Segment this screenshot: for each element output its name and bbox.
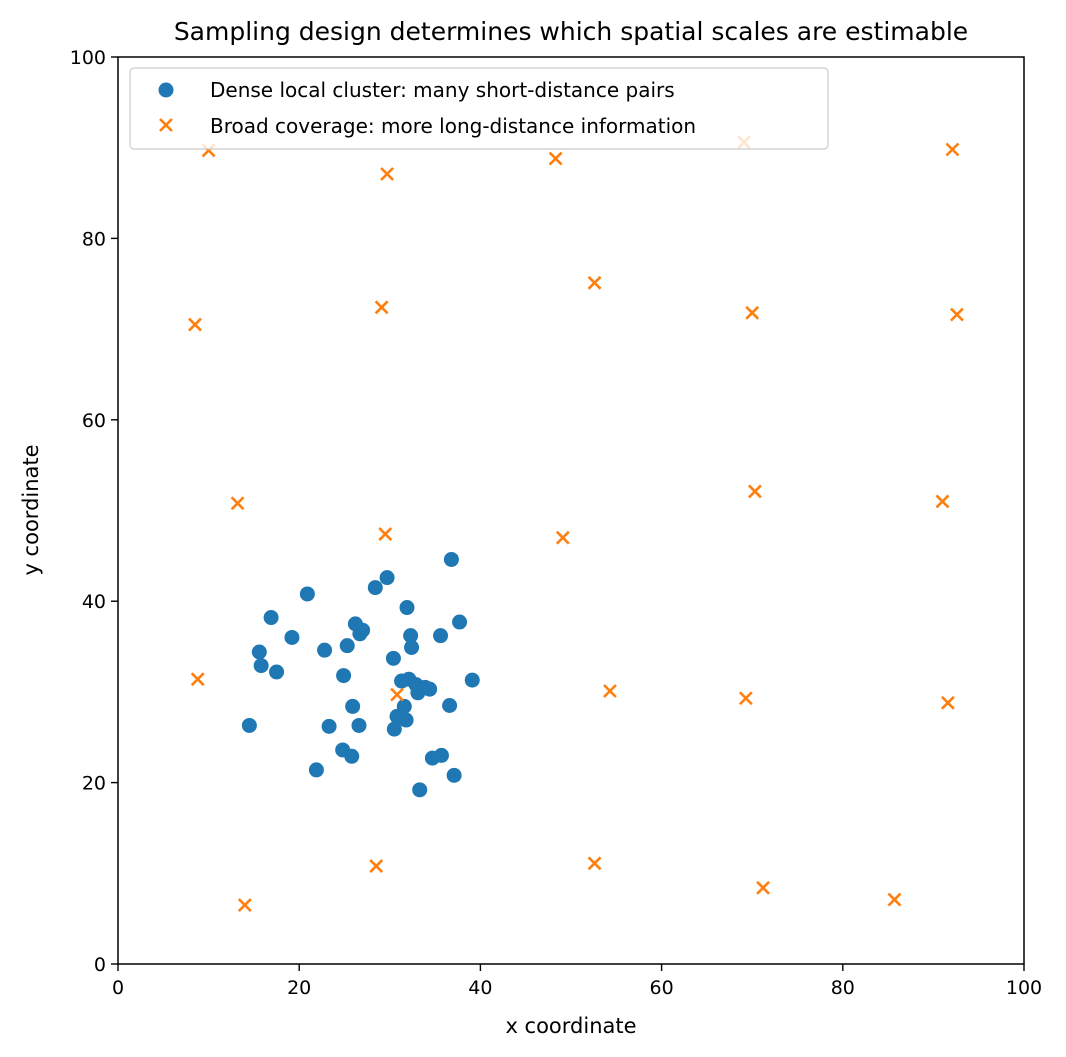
coverage-point — [945, 142, 960, 157]
cluster-point — [367, 580, 383, 596]
coverage-point — [190, 672, 205, 687]
cluster-point — [404, 639, 420, 655]
coverage-point — [378, 527, 393, 542]
cluster-point — [351, 717, 367, 733]
y-tick-label: 20 — [82, 773, 106, 795]
coverage-point — [587, 856, 602, 871]
coverage-point — [380, 167, 395, 181]
cluster-point — [269, 664, 285, 680]
coverage-point — [548, 151, 563, 166]
cluster-point — [442, 698, 458, 714]
legend-label-dense-cluster: Dense local cluster: many short-distance… — [210, 78, 675, 102]
coverage-point — [374, 300, 389, 315]
coverage-point — [237, 898, 252, 912]
cluster-point — [399, 600, 415, 616]
cluster-point — [308, 762, 324, 778]
coverage-point — [738, 691, 753, 706]
cluster-point — [398, 712, 414, 728]
cluster-point — [379, 570, 395, 586]
y-tick-label: 60 — [82, 410, 106, 432]
cluster-point — [446, 767, 462, 783]
legend-label-broad-coverage: Broad coverage: more long-distance infor… — [210, 114, 696, 138]
coverage-point — [745, 305, 760, 320]
cluster-point — [385, 650, 401, 666]
cluster-point — [355, 622, 371, 638]
cluster-point — [396, 698, 412, 714]
cluster-point — [251, 644, 267, 660]
y-tick-label: 80 — [82, 228, 106, 250]
cluster-point — [403, 628, 419, 644]
cluster-point — [433, 747, 449, 763]
coverage-point — [555, 530, 570, 545]
cluster-point — [386, 721, 402, 737]
data-points — [188, 135, 964, 912]
cluster-point — [299, 586, 315, 602]
x-tick-label: 40 — [468, 977, 492, 999]
coverage-point — [887, 892, 902, 907]
x-tick-label: 80 — [831, 977, 855, 999]
cluster-point — [263, 610, 279, 626]
plot-area-frame — [117, 56, 1025, 965]
coverage-point — [369, 859, 384, 873]
coverage-point — [390, 687, 404, 702]
cluster-point — [344, 748, 360, 764]
x-axis-ticks: 0 20 40 60 80 100 — [112, 964, 1042, 999]
cluster-point — [241, 717, 257, 733]
legend-marker-circle-icon — [158, 82, 174, 98]
x-tick-label: 100 — [1006, 977, 1042, 999]
legend: Dense local cluster: many short-distance… — [129, 67, 829, 150]
cluster-point — [317, 642, 333, 658]
coverage-point — [188, 317, 202, 332]
y-tick-label: 0 — [94, 954, 106, 976]
cluster-point — [412, 782, 428, 798]
coverage-point — [587, 275, 602, 290]
y-tick-label: 40 — [82, 591, 106, 613]
cluster-point — [345, 698, 361, 714]
cluster-point — [253, 658, 269, 674]
x-axis-label: x coordinate — [505, 1014, 636, 1038]
y-axis-label: y coordinate — [19, 444, 43, 575]
coverage-point — [747, 484, 762, 499]
coverage-point — [935, 494, 950, 509]
cluster-point — [464, 672, 480, 688]
coverage-point — [940, 695, 955, 710]
legend-marker-x-icon — [159, 118, 173, 132]
coverage-point — [756, 880, 770, 895]
cluster-point — [443, 551, 459, 567]
cluster-point — [339, 638, 355, 654]
y-axis-ticks: 0 20 40 60 80 100 — [70, 47, 118, 976]
coverage-point — [603, 684, 617, 698]
cluster-point — [433, 628, 449, 644]
x-tick-label: 0 — [112, 977, 124, 999]
coverage-point — [230, 496, 245, 511]
chart-title: Sampling design determines which spatial… — [174, 17, 968, 46]
cluster-point — [336, 668, 352, 684]
y-tick-label: 100 — [70, 47, 106, 69]
x-tick-label: 20 — [287, 977, 311, 999]
cluster-point — [321, 718, 337, 734]
cluster-point — [422, 681, 438, 697]
legend-box — [129, 67, 829, 150]
coverage-point — [950, 307, 964, 322]
cluster-point — [452, 614, 468, 630]
x-tick-label: 60 — [650, 977, 674, 999]
cluster-point — [284, 629, 300, 645]
